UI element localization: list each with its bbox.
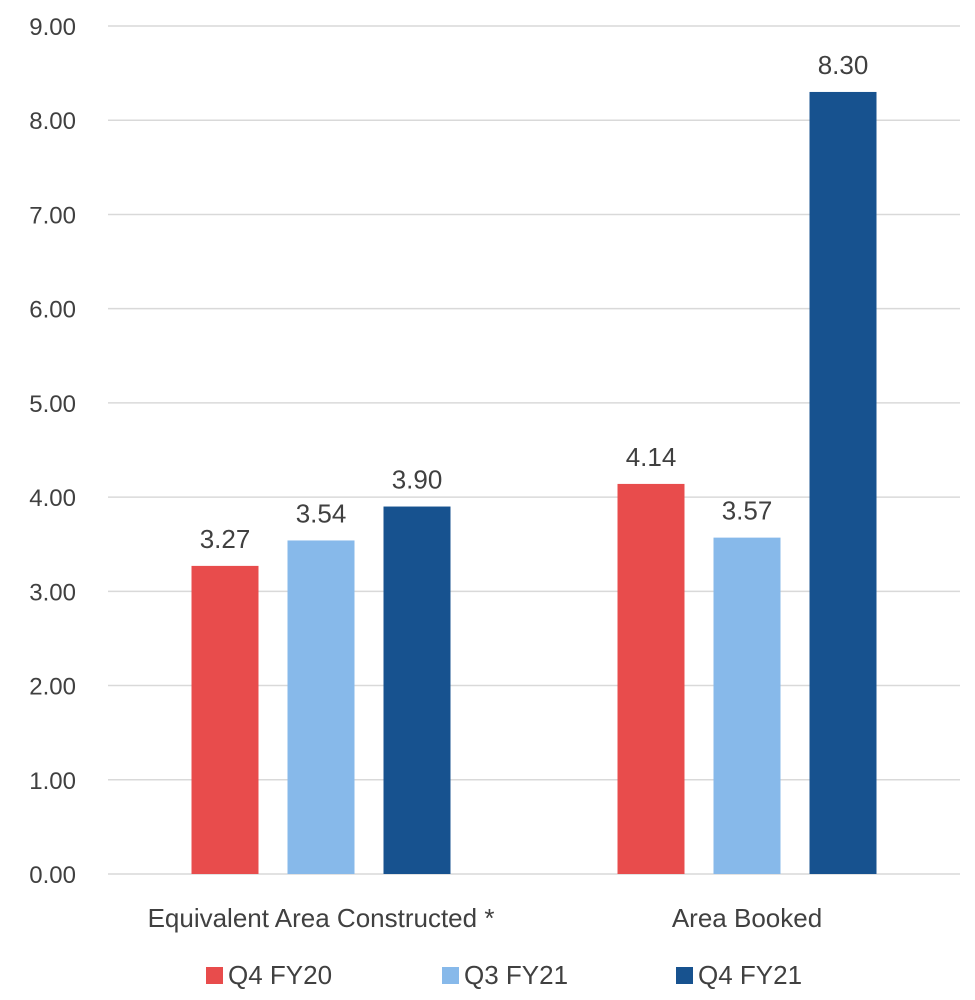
y-tick-label: 3.00 bbox=[29, 579, 76, 606]
y-tick-label: 6.00 bbox=[29, 297, 76, 324]
bar bbox=[809, 91, 877, 874]
data-label: 3.90 bbox=[392, 465, 443, 495]
data-labels: 3.27 3.54 3.90 4.14 3.57 8.30 bbox=[200, 50, 869, 554]
y-tick-label: 5.00 bbox=[29, 391, 76, 418]
y-tick-label: 1.00 bbox=[29, 768, 76, 795]
legend-label: Q4 FY20 bbox=[228, 960, 332, 990]
bar bbox=[383, 506, 451, 874]
legend: Q4 FY20 Q3 FY21 Q4 FY21 bbox=[206, 960, 802, 990]
y-tick-label: 7.00 bbox=[29, 202, 76, 229]
y-axis-ticks: 0.00 1.00 2.00 3.00 4.00 5.00 6.00 7.00 8.00 9.00 bbox=[29, 14, 76, 889]
category-label: Area Booked bbox=[672, 903, 822, 933]
y-tick-label: 9.00 bbox=[29, 14, 76, 41]
data-label: 3.54 bbox=[296, 498, 347, 528]
bar bbox=[713, 537, 781, 874]
y-tick-label: 0.00 bbox=[29, 862, 76, 889]
data-label: 3.57 bbox=[722, 496, 773, 526]
y-tick-label: 4.00 bbox=[29, 485, 76, 512]
y-tick-label: 8.00 bbox=[29, 108, 76, 135]
data-label: 3.27 bbox=[200, 524, 251, 554]
legend-swatch bbox=[676, 967, 693, 984]
category-labels: Equivalent Area Constructed * Area Booked bbox=[148, 903, 823, 933]
bar bbox=[191, 565, 259, 874]
bars bbox=[191, 91, 877, 874]
legend-swatch bbox=[442, 967, 459, 984]
legend-label: Q3 FY21 bbox=[464, 960, 568, 990]
category-label: Equivalent Area Constructed * bbox=[148, 903, 495, 933]
legend-label: Q4 FY21 bbox=[698, 960, 802, 990]
data-label: 4.14 bbox=[626, 442, 677, 472]
bar bbox=[617, 483, 685, 874]
y-tick-label: 2.00 bbox=[29, 674, 76, 701]
data-label: 8.30 bbox=[818, 50, 869, 80]
bar bbox=[287, 540, 355, 874]
legend-swatch bbox=[206, 967, 223, 984]
